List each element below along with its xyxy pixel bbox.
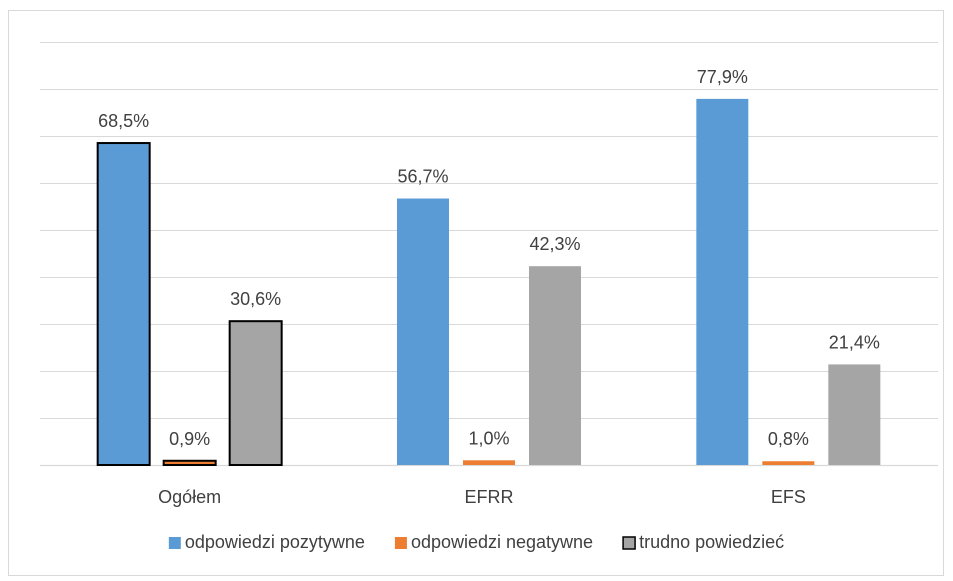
- data-label: 56,7%: [397, 167, 448, 187]
- legend-label: trudno powiedzieć: [639, 532, 784, 552]
- legend-item: odpowiedzi negatywne: [394, 532, 593, 552]
- data-label: 21,4%: [829, 332, 880, 352]
- category-label: Ogółem: [158, 487, 221, 507]
- bar-positive-2: [397, 198, 449, 465]
- legend-label: odpowiedzi pozytywne: [185, 532, 365, 552]
- bar-unsure-3: [828, 364, 881, 465]
- data-labels: 68,5% 0,9% 30,6% 56,7% 1,0% 42,3% 77,9% 0,8% 21,…: [98, 67, 880, 449]
- data-label: 77,9%: [697, 67, 748, 87]
- data-label: 0,9%: [169, 429, 210, 449]
- legend-item: trudno powiedzieć: [622, 532, 784, 552]
- bar-negative-3: [762, 461, 815, 465]
- bar-positive-3: [696, 98, 749, 466]
- bars: [96, 98, 881, 467]
- category-axis: Ogółem EFRR EFS: [158, 487, 806, 507]
- bar-unsure-1: [228, 320, 283, 466]
- legend-swatch: [394, 537, 407, 549]
- category-label: EFRR: [465, 487, 514, 507]
- data-label: 0,8%: [768, 429, 809, 449]
- data-label: 30,6%: [230, 289, 281, 309]
- legend-swatch: [622, 536, 636, 550]
- bar-positive-1: [96, 142, 151, 467]
- data-label: 1,0%: [468, 428, 509, 448]
- legend: odpowiedzi pozytywne odpowiedzi negatywne…: [168, 532, 784, 552]
- data-label: 68,5%: [98, 111, 149, 131]
- bar-negative-2: [463, 460, 515, 465]
- category-label: EFS: [771, 487, 806, 507]
- legend-item: odpowiedzi pozytywne: [168, 532, 365, 552]
- data-label: 42,3%: [529, 234, 580, 254]
- legend-swatch: [168, 537, 181, 549]
- bar-negative-1: [162, 459, 217, 466]
- bar-unsure-2: [529, 266, 581, 465]
- legend-label: odpowiedzi negatywne: [411, 532, 593, 552]
- chart-frame: [8, 10, 944, 576]
